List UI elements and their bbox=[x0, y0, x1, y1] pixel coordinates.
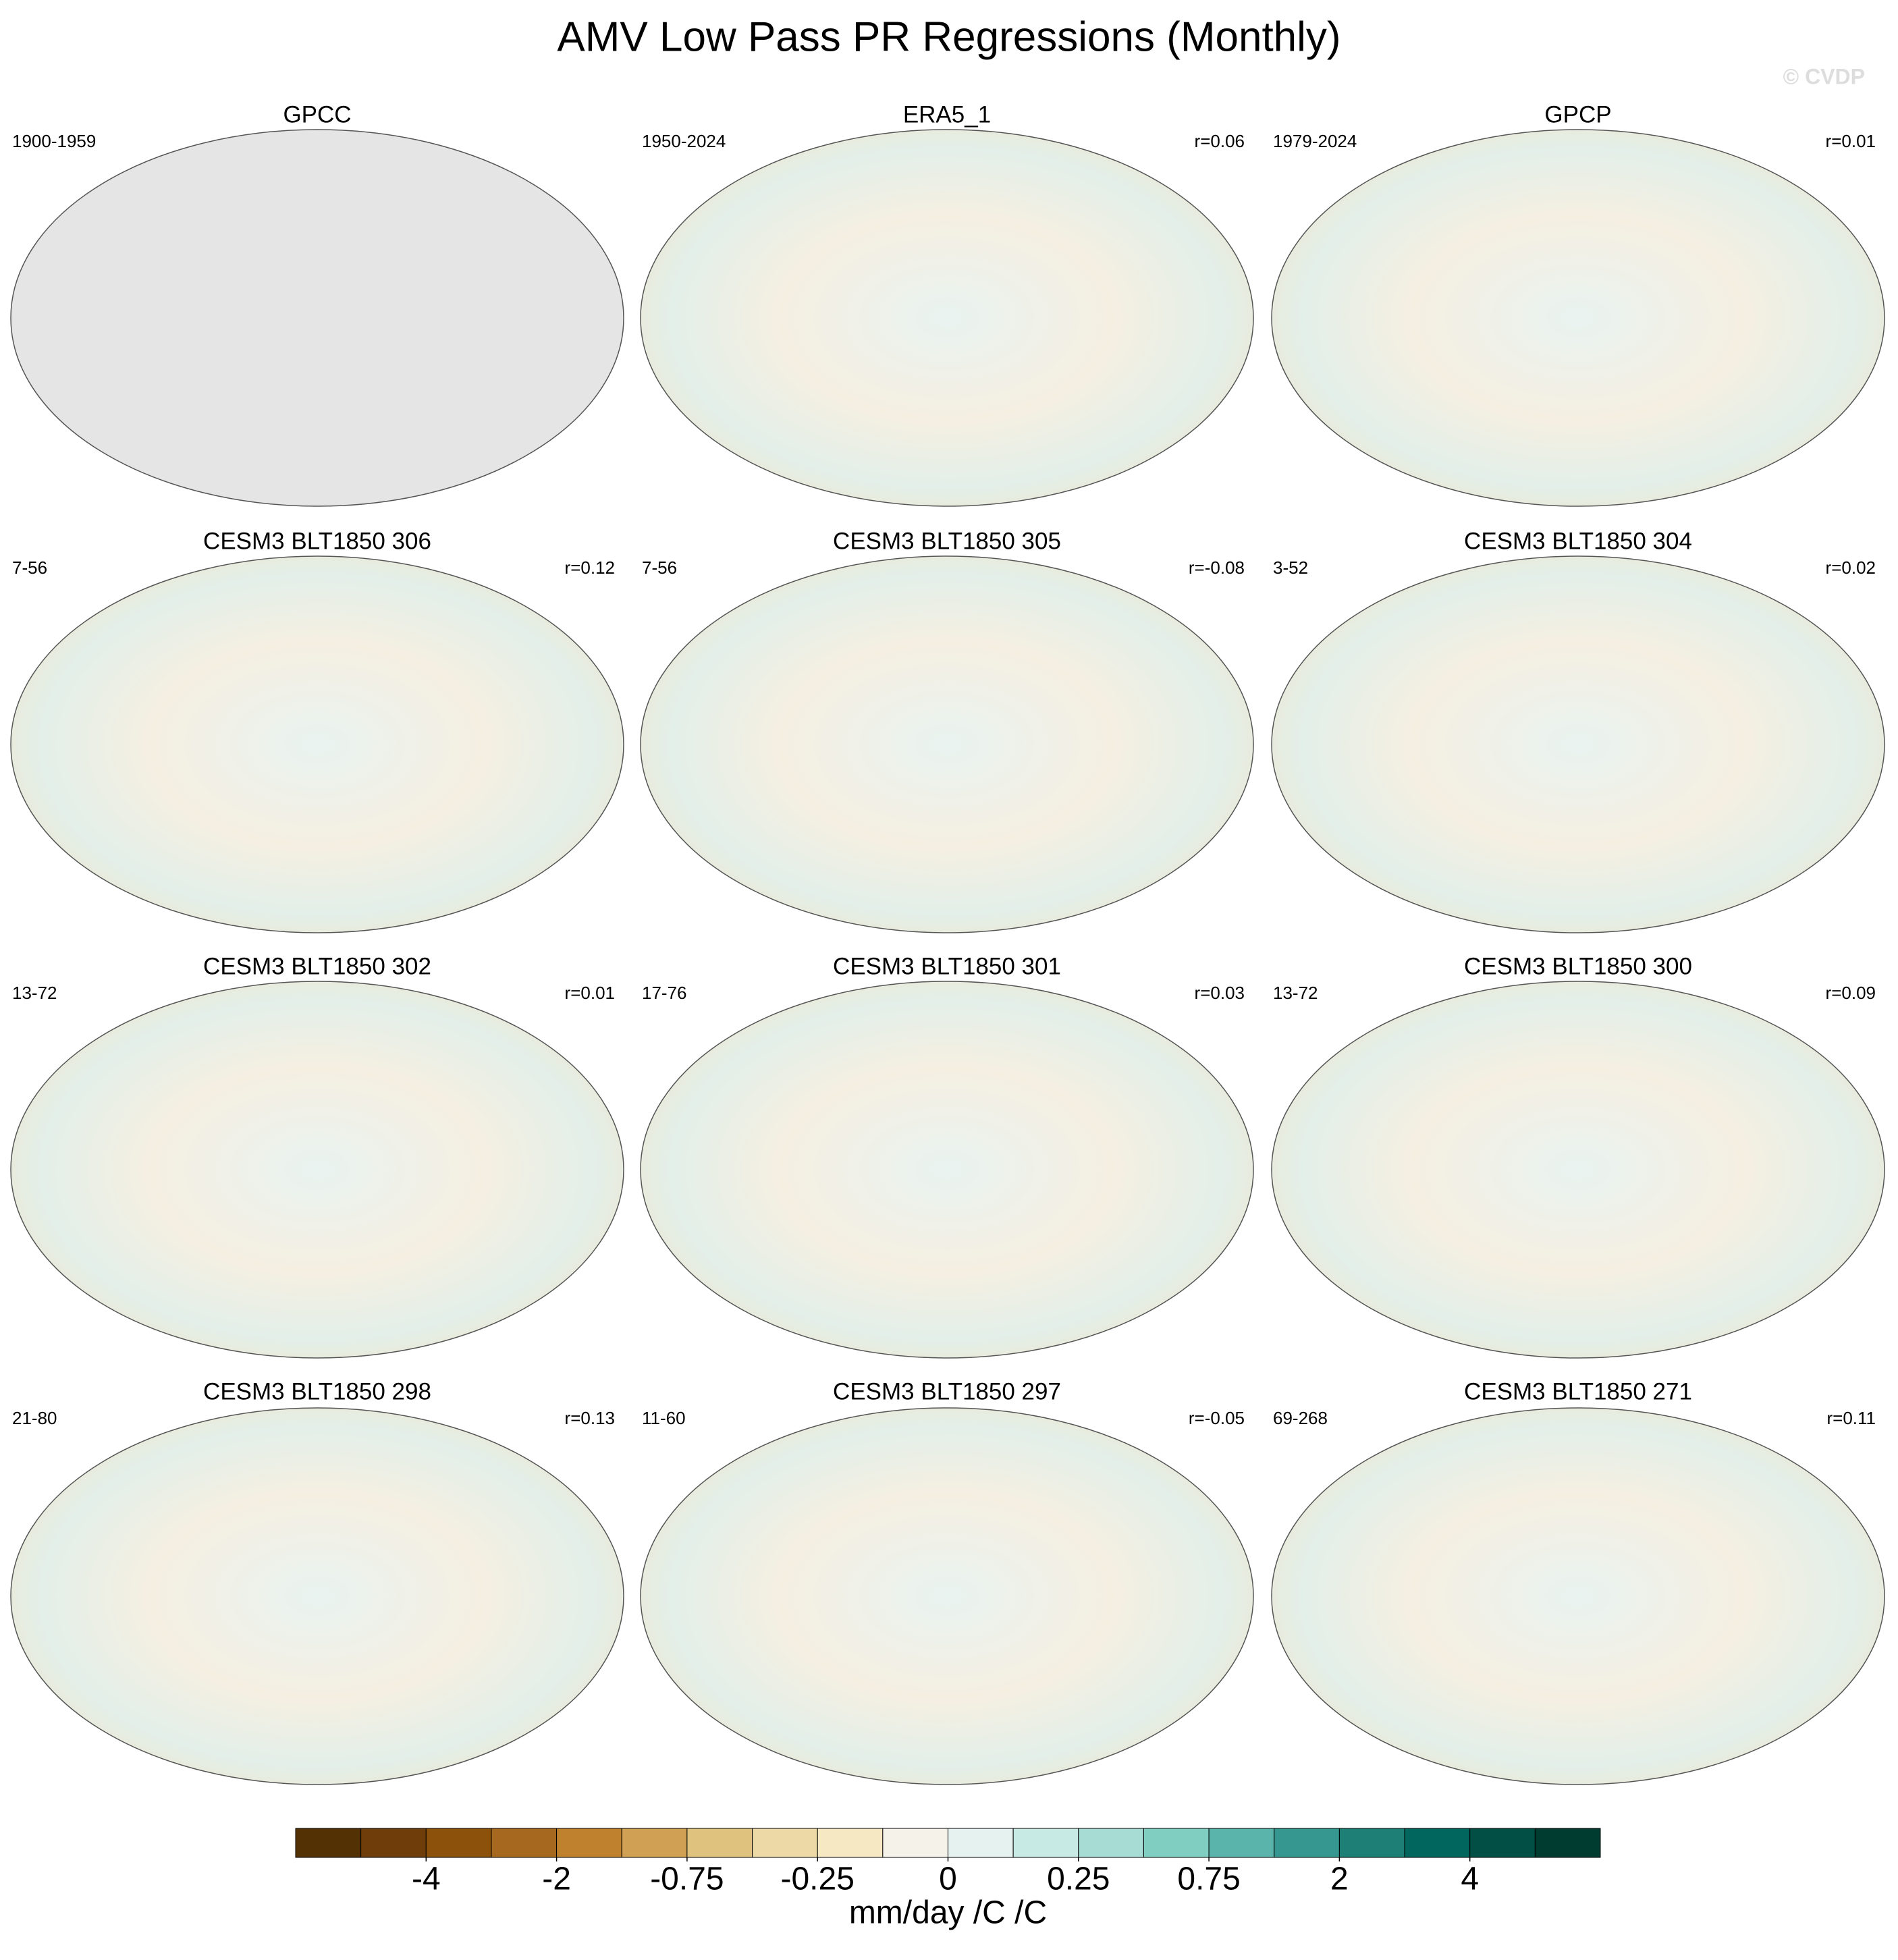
colorbar-tick-label: 2 bbox=[1330, 1861, 1349, 1897]
panel-title: CESM3 BLT1850 297 bbox=[833, 1378, 1061, 1405]
map bbox=[640, 555, 1254, 933]
panel-correlation: r=0.03 bbox=[1195, 983, 1245, 1003]
panel-period: 13-72 bbox=[1273, 983, 1318, 1003]
colorbar-box bbox=[425, 1828, 492, 1858]
panel-correlation: r=0.12 bbox=[565, 557, 615, 578]
panel-title: CESM3 BLT1850 271 bbox=[1464, 1378, 1692, 1405]
panel-correlation: r=0.13 bbox=[565, 1408, 615, 1428]
panel-period: 7-56 bbox=[642, 557, 677, 578]
colorbar-tick-label: 0.25 bbox=[1047, 1861, 1110, 1897]
map bbox=[10, 129, 624, 507]
map bbox=[640, 981, 1254, 1359]
colorbar-label: mm/day /C /C bbox=[849, 1895, 1047, 1931]
colorbar-box bbox=[1469, 1828, 1536, 1858]
panel-correlation: r=0.01 bbox=[565, 983, 615, 1003]
colorbar-box bbox=[1143, 1828, 1210, 1858]
colorbar-box bbox=[360, 1828, 427, 1858]
colorbar-tick-label: -2 bbox=[542, 1861, 571, 1897]
map bbox=[1271, 129, 1885, 507]
map-panel: CESM3 BLT1850 301 17-76 r=0.03 bbox=[640, 953, 1254, 1359]
panel-title: CESM3 BLT1850 300 bbox=[1464, 953, 1692, 979]
colorbar-box bbox=[556, 1828, 622, 1858]
panel-correlation: r=0.06 bbox=[1195, 131, 1245, 151]
panel-title: CESM3 BLT1850 304 bbox=[1464, 528, 1692, 554]
panel-correlation: r=0.09 bbox=[1826, 983, 1876, 1003]
panel-period: 69-268 bbox=[1273, 1408, 1328, 1428]
map-panel: CESM3 BLT1850 305 7-56 r=-0.08 bbox=[640, 528, 1254, 933]
panel-correlation: r=0.01 bbox=[1826, 131, 1876, 151]
panel-period: 1950-2024 bbox=[642, 131, 726, 151]
colorbar-box bbox=[621, 1828, 688, 1858]
panel-period: 13-72 bbox=[12, 983, 57, 1003]
panel-period: 17-76 bbox=[642, 983, 687, 1003]
map-panel: GPCC 1900-1959 bbox=[10, 101, 624, 507]
map-panel: CESM3 BLT1850 297 11-60 r=-0.05 bbox=[640, 1378, 1254, 1785]
map bbox=[10, 555, 624, 933]
colorbar-box bbox=[1338, 1828, 1405, 1858]
panel-correlation: r=-0.05 bbox=[1189, 1408, 1245, 1428]
map bbox=[1271, 555, 1885, 933]
colorbar-box bbox=[295, 1828, 362, 1858]
colorbar-box bbox=[948, 1828, 1014, 1858]
map bbox=[10, 981, 624, 1359]
map-panel: CESM3 BLT1850 271 69-268 r=0.11 bbox=[1271, 1378, 1885, 1785]
panel-title: CESM3 BLT1850 302 bbox=[203, 953, 431, 979]
colorbar-box bbox=[882, 1828, 948, 1858]
colorbar: -4 -2 -0.75 -0.25 0 0.25 0.75 2 4 mm/day /C /C bbox=[295, 1828, 1601, 1931]
panel-title: CESM3 BLT1850 305 bbox=[833, 528, 1061, 554]
colorbar-box bbox=[1534, 1828, 1601, 1858]
panel-period: 7-56 bbox=[12, 557, 47, 578]
panel-title: CESM3 BLT1850 298 bbox=[203, 1378, 431, 1405]
colorbar-tick-label: 0 bbox=[939, 1861, 957, 1897]
colorbar-tick-label: -4 bbox=[412, 1861, 441, 1897]
panel-title: GPCP bbox=[1544, 101, 1611, 128]
panel-period: 3-52 bbox=[1273, 557, 1308, 578]
colorbar-tick-label: -0.75 bbox=[650, 1861, 724, 1897]
map bbox=[10, 1407, 624, 1785]
map-panel: CESM3 BLT1850 306 7-56 r=0.12 bbox=[10, 528, 624, 933]
colorbar-tick-label: 0.75 bbox=[1177, 1861, 1240, 1897]
panel-period: 1900-1959 bbox=[12, 131, 96, 151]
panel-title: CESM3 BLT1850 301 bbox=[833, 953, 1061, 979]
map bbox=[1271, 981, 1885, 1359]
map bbox=[1271, 1407, 1885, 1785]
map bbox=[640, 1407, 1254, 1785]
colorbar-box bbox=[752, 1828, 818, 1858]
map-panel: CESM3 BLT1850 302 13-72 r=0.01 bbox=[10, 953, 624, 1359]
panel-period: 11-60 bbox=[642, 1408, 686, 1428]
colorbar-box bbox=[1078, 1828, 1144, 1858]
map-panel: GPCP 1979-2024 r=0.01 bbox=[1271, 101, 1885, 507]
panel-title: CESM3 BLT1850 306 bbox=[203, 528, 431, 554]
panel-period: 21-80 bbox=[12, 1408, 57, 1428]
panel-correlation: r=-0.08 bbox=[1189, 557, 1245, 578]
map-panel: CESM3 BLT1850 300 13-72 r=0.09 bbox=[1271, 953, 1885, 1359]
panel-correlation: r=0.02 bbox=[1826, 557, 1876, 578]
map-panel: CESM3 BLT1850 298 21-80 r=0.13 bbox=[10, 1378, 624, 1785]
panel-period: 1979-2024 bbox=[1273, 131, 1357, 151]
colorbar-box bbox=[1404, 1828, 1471, 1858]
colorbar-box bbox=[491, 1828, 558, 1858]
map-panel: ERA5_1 1950-2024 r=0.06 bbox=[640, 101, 1254, 507]
map-panel: CESM3 BLT1850 304 3-52 r=0.02 bbox=[1271, 528, 1885, 933]
colorbar-tick-label: 4 bbox=[1461, 1861, 1479, 1897]
panels: GPCC 1900-1959 ERA5_1 1950-2024 r=0.06 GPCP 19… bbox=[10, 101, 1885, 1785]
figure-title: AMV Low Pass PR Regressions (Monthly) bbox=[557, 13, 1340, 60]
colorbar-box bbox=[1274, 1828, 1340, 1858]
colorbar-box bbox=[1208, 1828, 1275, 1858]
colorbar-box bbox=[686, 1828, 753, 1858]
colorbar-box bbox=[817, 1828, 884, 1858]
colorbar-tick-label: -0.25 bbox=[780, 1861, 854, 1897]
panel-correlation: r=0.11 bbox=[1826, 1408, 1876, 1428]
map bbox=[640, 129, 1254, 507]
panel-title: ERA5_1 bbox=[903, 101, 991, 128]
panel-title: GPCC bbox=[283, 101, 351, 128]
watermark: © CVDP bbox=[1783, 64, 1865, 88]
colorbar-box bbox=[1012, 1828, 1079, 1858]
